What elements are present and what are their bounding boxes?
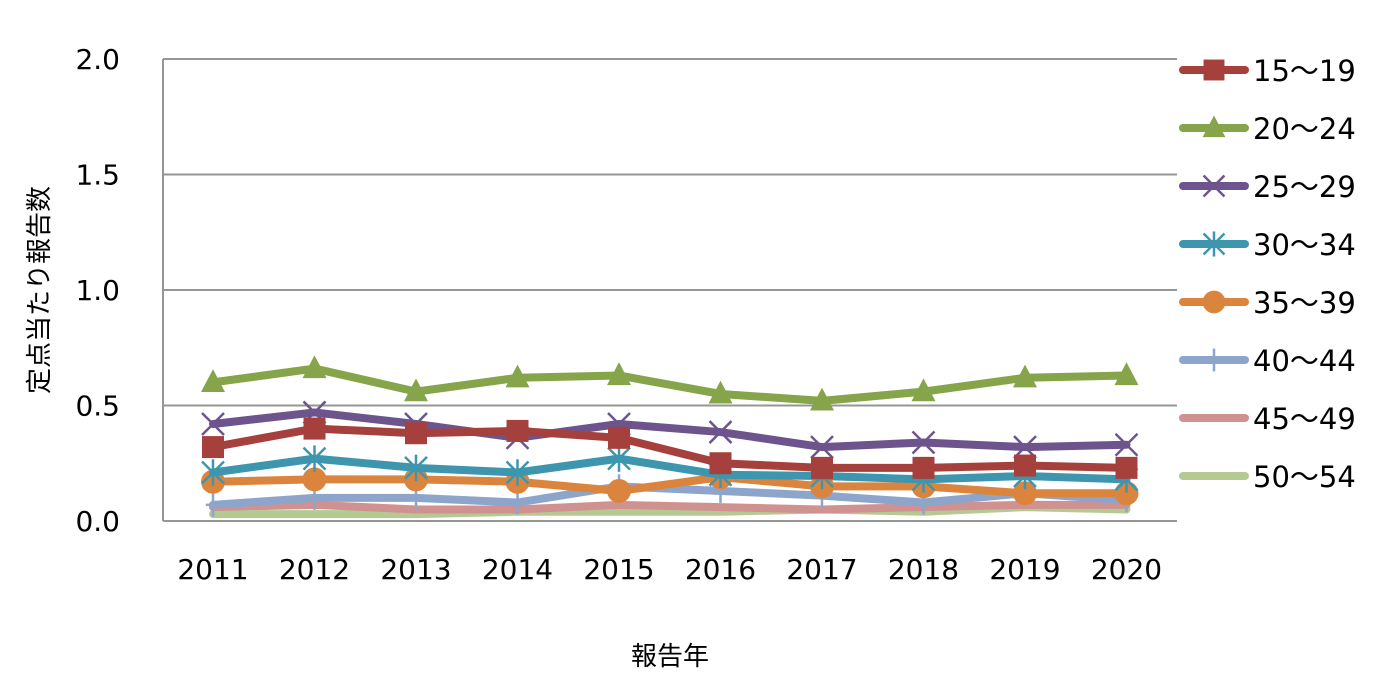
legend-item: 20～24 — [1179, 112, 1356, 146]
y-tick-label: 1.0 — [75, 274, 120, 307]
x-marker-icon — [1114, 432, 1139, 457]
x-tick-label: 2018 — [888, 553, 959, 586]
square-marker-icon — [811, 456, 833, 479]
triangle-marker-icon — [607, 362, 631, 386]
series-lines — [201, 355, 1139, 519]
legend-label: 50～54 — [1253, 460, 1356, 494]
triangle-marker-icon — [404, 378, 428, 402]
legend-item: 15～19 — [1179, 54, 1356, 88]
series-line — [209, 424, 1131, 472]
x-marker-icon — [1013, 435, 1037, 459]
legend-label: 15～19 — [1253, 54, 1356, 88]
triangle-marker-icon — [810, 387, 834, 411]
x-tick-label: 2015 — [583, 553, 654, 586]
legend-item: 50～54 — [1179, 460, 1356, 494]
y-tick-label: 0.0 — [75, 505, 120, 538]
x-tick-label: 2017 — [786, 553, 857, 586]
x-axis-ticks: 2011 2012 2013 2014 2015 2016 2017 2018 2019 2020 — [177, 553, 1162, 586]
square-marker-icon — [303, 417, 326, 440]
square-marker-icon — [912, 456, 935, 479]
square-marker-icon — [506, 419, 529, 442]
square-marker-icon — [608, 426, 630, 449]
legend-label: 35～39 — [1253, 286, 1356, 320]
triangle-marker-icon — [1202, 115, 1226, 138]
x-tick-label: 2011 — [177, 553, 248, 586]
square-marker-icon — [202, 436, 224, 459]
x-tick-label: 2012 — [279, 553, 350, 586]
x-marker-icon — [810, 435, 834, 459]
square-marker-icon — [1203, 59, 1225, 81]
triangle-marker-icon — [911, 378, 936, 402]
x-tick-label: 2019 — [989, 553, 1060, 586]
circle-marker-icon — [607, 478, 631, 503]
legend-item: 45～49 — [1179, 402, 1356, 436]
x-tick-label: 2013 — [380, 553, 451, 586]
legend-item: 25～29 — [1179, 170, 1356, 204]
legend: 15～19 20～24 25～29 30～34 35～39 40～44 45～49 50～54 — [1179, 54, 1356, 494]
y-tick-label: 2.0 — [75, 43, 120, 76]
plus-marker-icon — [510, 490, 525, 515]
asterisk-marker-icon — [302, 445, 327, 472]
asterisk-marker-icon — [505, 459, 530, 486]
y-tick-label: 1.5 — [75, 159, 120, 192]
y-axis-title: 定点当たり報告数 — [25, 186, 55, 394]
circle-marker-icon — [1114, 481, 1139, 506]
x-tick-label: 2016 — [685, 553, 756, 586]
y-axis-ticks: 0.0 0.5 1.0 1.5 2.0 — [75, 43, 120, 538]
legend-label: 30～34 — [1253, 228, 1356, 262]
plus-marker-icon — [205, 492, 221, 517]
x-tick-label: 2014 — [482, 553, 553, 586]
series-20～24 — [201, 355, 1139, 411]
x-axis-title: 報告年 — [631, 642, 709, 672]
triangle-marker-icon — [708, 380, 733, 404]
legend-label: 20～24 — [1253, 112, 1356, 146]
asterisk-marker-icon — [1202, 231, 1226, 257]
triangle-marker-icon — [505, 364, 530, 388]
triangle-marker-icon — [1114, 362, 1139, 386]
legend-item: 40～44 — [1179, 344, 1356, 378]
series-line — [209, 408, 1131, 452]
x-tick-label: 2020 — [1091, 553, 1162, 586]
series-30～34 — [201, 445, 1139, 493]
asterisk-marker-icon — [201, 459, 225, 486]
y-tick-label: 0.5 — [75, 390, 120, 423]
legend-label: 25～29 — [1253, 170, 1356, 204]
triangle-marker-icon — [1013, 364, 1037, 388]
legend-item: 30～34 — [1179, 228, 1356, 262]
triangle-marker-icon — [302, 355, 327, 379]
x-marker-icon — [708, 420, 733, 444]
legend-label: 40～44 — [1253, 344, 1356, 378]
square-marker-icon — [709, 452, 732, 475]
circle-marker-icon — [302, 467, 327, 492]
series-line — [209, 364, 1131, 405]
x-marker-icon — [201, 412, 225, 436]
x-marker-icon — [911, 430, 936, 455]
legend-item: 35～39 — [1179, 286, 1356, 320]
plus-marker-icon — [1207, 348, 1221, 372]
square-marker-icon — [1014, 454, 1036, 477]
series-line — [209, 473, 1131, 498]
x-marker-icon — [1202, 174, 1226, 198]
square-marker-icon — [405, 422, 427, 445]
circle-marker-icon — [1202, 290, 1226, 314]
asterisk-marker-icon — [404, 454, 428, 482]
square-marker-icon — [1115, 456, 1138, 479]
series-line — [209, 482, 1131, 509]
circle-marker-icon — [1013, 481, 1037, 506]
series-line — [209, 454, 1131, 484]
series-line — [209, 500, 1131, 514]
series-15～19 — [202, 417, 1138, 479]
gridlines — [162, 58, 1177, 522]
asterisk-marker-icon — [607, 445, 631, 472]
legend-label: 45～49 — [1253, 402, 1356, 436]
series-45～49 — [209, 500, 1131, 514]
triangle-marker-icon — [201, 369, 225, 392]
